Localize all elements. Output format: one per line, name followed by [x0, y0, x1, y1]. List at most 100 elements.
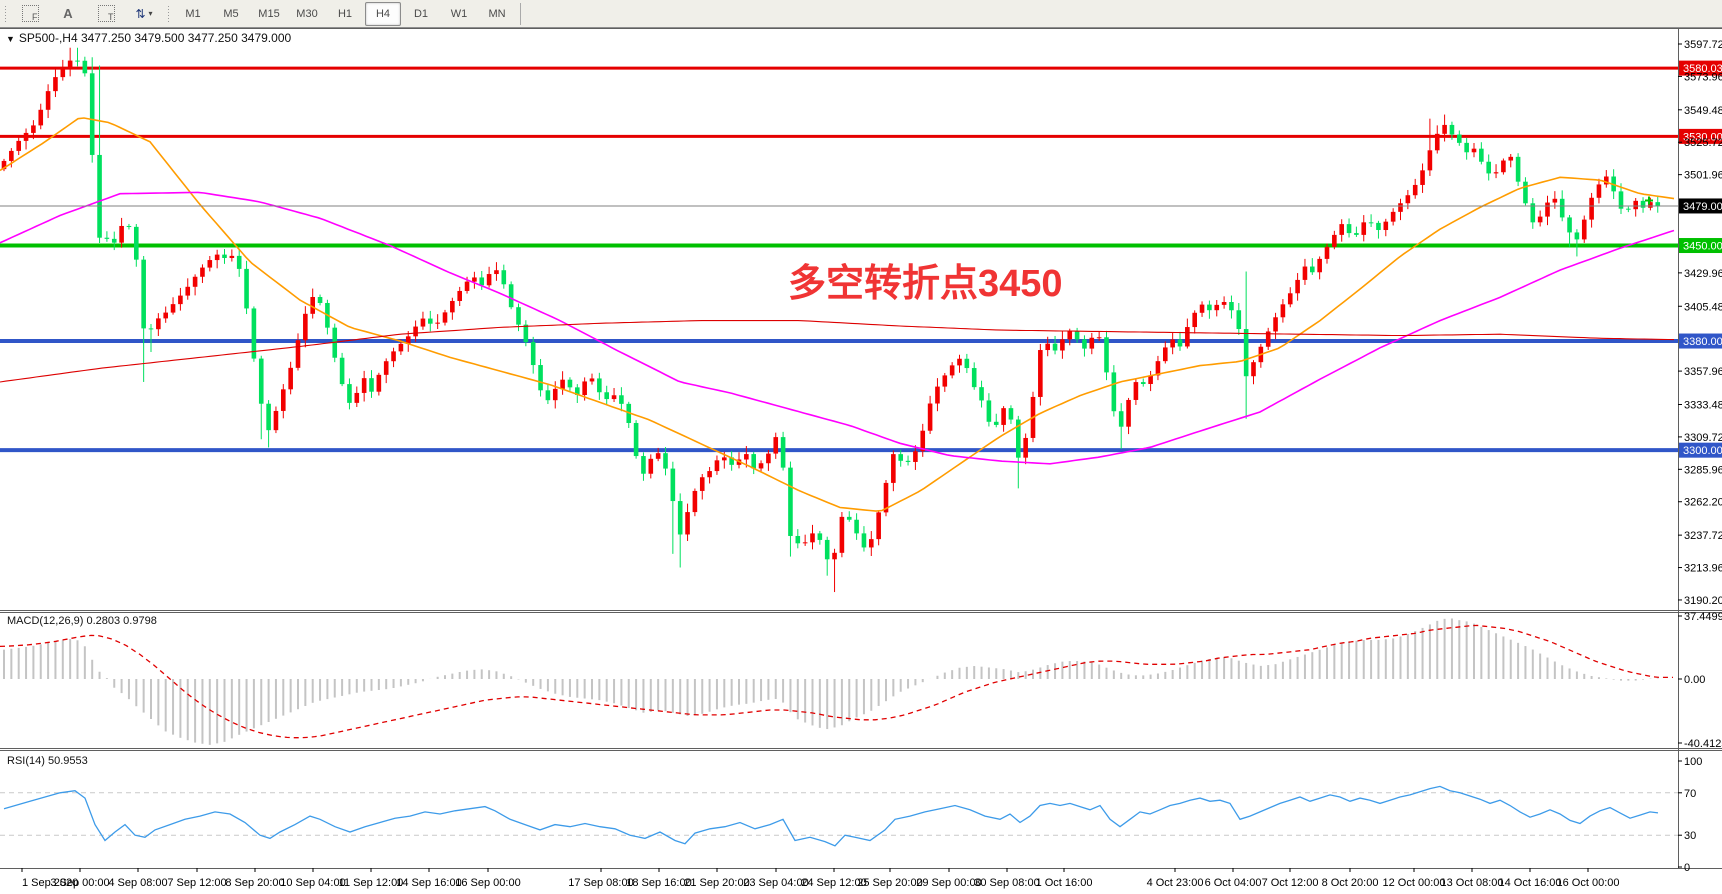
candle-down [1559, 198, 1565, 218]
price-badge-label: 3530.000 [1683, 131, 1722, 143]
candle-up [413, 326, 418, 337]
macd-tick-label: 0.00 [1684, 674, 1705, 686]
timeframe-mn-button[interactable]: MN [488, 7, 506, 20]
candle-up [60, 68, 66, 78]
candle-down [1626, 208, 1631, 210]
text-tool-button[interactable]: A [50, 2, 86, 26]
chevron-down-icon[interactable]: ▾ [148, 9, 153, 18]
candle-down [971, 368, 977, 388]
time-tick-label: 14 Oct 16:00 [1499, 877, 1562, 889]
toolbar-gripper[interactable] [166, 3, 171, 24]
timeframe-m5-button[interactable]: M5 [223, 7, 239, 20]
timeframe-h4-button[interactable]: H4 [365, 1, 401, 26]
candle-down [339, 357, 345, 385]
candle-down [545, 390, 551, 401]
timeframe-h1-button[interactable]: H1 [337, 7, 353, 20]
candle-up [1317, 258, 1322, 273]
rsi-indicator-label: RSI(14) 50.9553 [7, 755, 88, 767]
candle-up [170, 304, 176, 313]
candle-up [1155, 361, 1161, 376]
candle-up [1427, 150, 1433, 171]
candle-down [516, 307, 521, 325]
candle-up [1199, 304, 1205, 313]
candle-down [538, 365, 543, 391]
candle-up [1170, 339, 1175, 348]
candle-up [23, 132, 29, 141]
fibonacci-tool-icon: F [21, 5, 39, 22]
fibonacci-tool-button[interactable]: F [12, 2, 48, 26]
price-tick-label: 3285.960 [1684, 464, 1722, 476]
rsi-tick-label: 0 [1684, 862, 1690, 874]
price-tick-label: 3262.200 [1684, 497, 1722, 509]
candle-down [817, 533, 823, 540]
timeframe-buttons-group: M1 M5 M15 M30 H1 H4 D1 W1 MN [174, 1, 516, 26]
candle-up [1508, 156, 1514, 161]
price-badge-label: 3300.000 [1683, 445, 1722, 457]
candle-up [1648, 202, 1653, 208]
candle-up [67, 60, 73, 69]
candle-up [1192, 312, 1197, 328]
chart-title: ▼ SP500-,H4 3477.250 3479.500 3477.250 34… [6, 31, 291, 45]
candle-down [1376, 222, 1381, 231]
text-label-tool-button[interactable]: T [88, 2, 124, 26]
time-tick-label: 29 Sep 00:00 [916, 877, 981, 889]
candle-up [1604, 176, 1609, 185]
candle-up [361, 378, 367, 393]
text-tool-icon: A [63, 6, 73, 21]
candle-up [699, 477, 705, 491]
time-tick-label: 24 Sep 12:00 [801, 877, 866, 889]
candle-up [207, 260, 213, 268]
candle-down [677, 501, 683, 535]
candle-up [1096, 337, 1102, 339]
candle-up [38, 109, 44, 126]
price-tick-label: 3190.200 [1684, 595, 1722, 607]
candle-up [31, 125, 36, 133]
chevron-down-icon[interactable]: ▼ [6, 34, 15, 44]
candle-up [1067, 331, 1073, 340]
candle-up [192, 276, 198, 287]
candle-down [222, 254, 227, 259]
candle-up [758, 463, 764, 469]
toolbar-gripper[interactable] [3, 3, 8, 24]
candle-up [913, 451, 918, 462]
candle-up [1596, 184, 1602, 198]
timeframe-m30-button[interactable]: M30 [296, 7, 318, 20]
candle-down [501, 270, 507, 285]
candle-down [1104, 337, 1109, 373]
candle-up [1045, 343, 1050, 351]
candle-up [582, 381, 587, 396]
candle-up [214, 254, 220, 261]
text-label-tool-icon: T [97, 5, 115, 22]
candle-up [1493, 172, 1499, 174]
candle-down [619, 395, 624, 404]
timeframe-m15-button[interactable]: M15 [258, 7, 280, 20]
candle-down [1207, 304, 1212, 311]
arrows-tool-button[interactable]: ⇅ ▾ [126, 2, 162, 26]
time-tick-label: 14 Sep 16:00 [396, 877, 461, 889]
candle-up [1339, 224, 1344, 235]
chart-annotation-text: 多空转折点3450 [788, 263, 1063, 305]
rsi-tick-label: 70 [1684, 788, 1696, 800]
price-tick-label: 3597.720 [1684, 39, 1722, 51]
candle-up [707, 471, 712, 478]
candle-up [927, 403, 933, 431]
candle-down [597, 378, 602, 393]
candle-up [1001, 408, 1006, 425]
price-badge [1679, 198, 1722, 214]
timeframe-d1-button[interactable]: D1 [413, 7, 429, 20]
candle-down [1016, 419, 1021, 458]
time-tick-label: 10 Sep 04:00 [280, 877, 345, 889]
candle-up [1383, 221, 1389, 231]
timeframe-w1-button[interactable]: W1 [450, 7, 468, 20]
candle-down [523, 324, 529, 343]
timeframe-m1-button[interactable]: M1 [185, 7, 201, 20]
candle-up [405, 336, 411, 344]
candle-down [1574, 232, 1580, 240]
candle-down [1346, 224, 1352, 234]
candle-up [354, 392, 360, 403]
candle-down [236, 255, 242, 269]
candle-down [1243, 329, 1249, 377]
